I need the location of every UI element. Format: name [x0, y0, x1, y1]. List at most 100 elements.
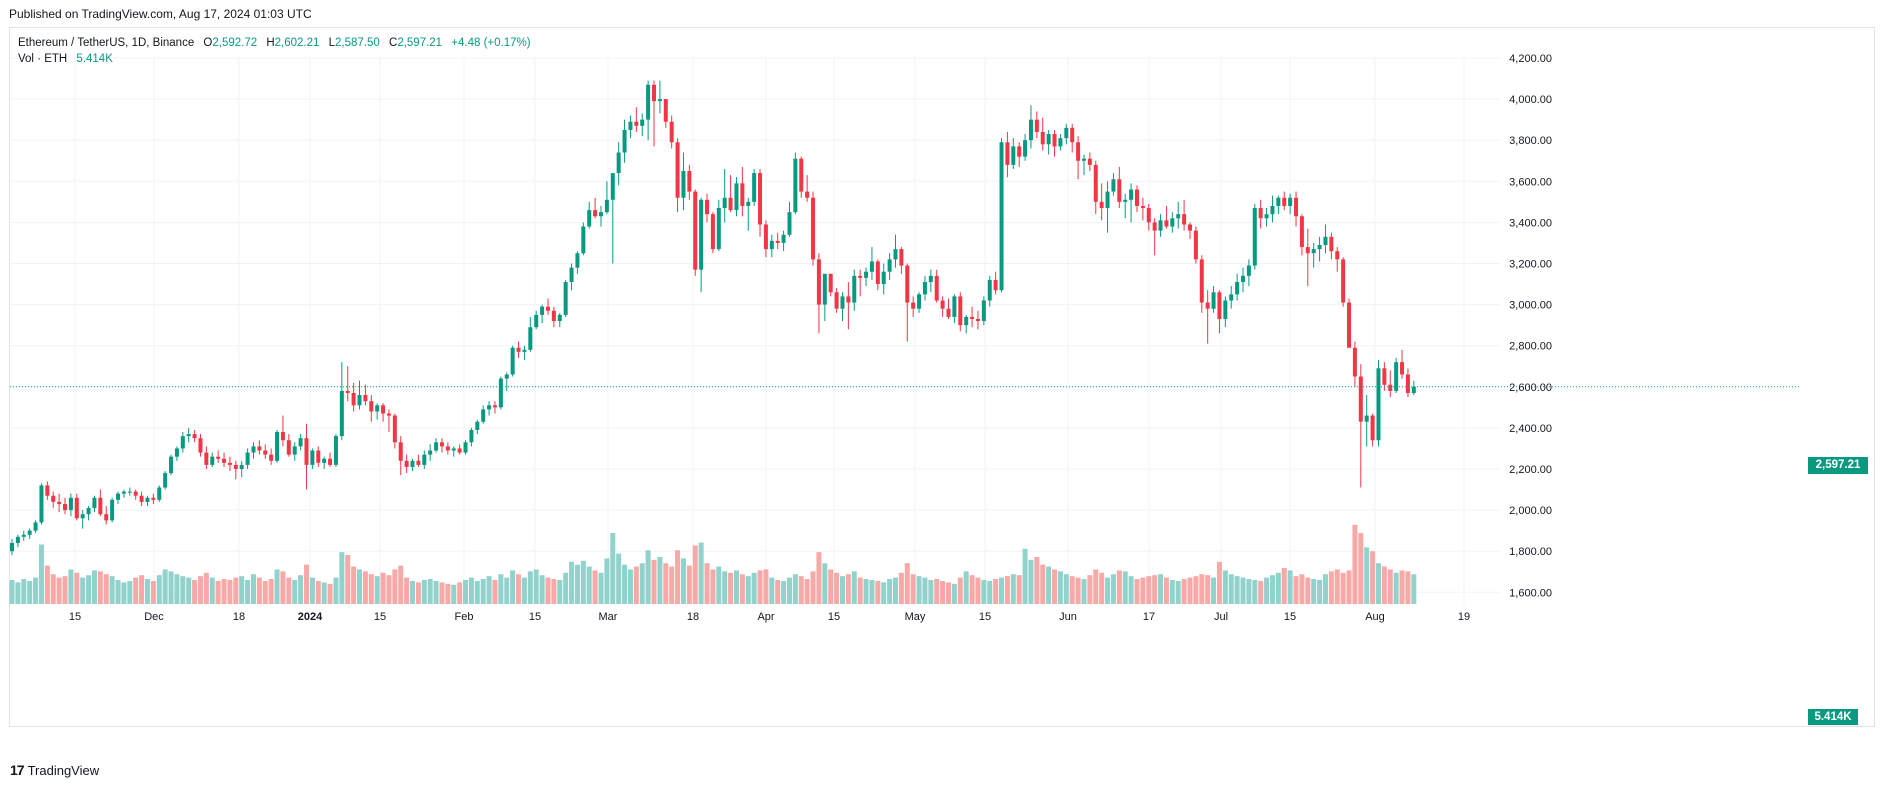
time-tick-label: 15 — [828, 611, 840, 623]
candle-body — [710, 214, 715, 250]
candle-body — [339, 390, 344, 437]
candle-body — [1170, 218, 1175, 227]
volume-bar — [692, 545, 698, 604]
volume-bar — [33, 577, 39, 604]
volume-bar — [304, 564, 309, 604]
candle-body — [657, 99, 662, 102]
volume-bar — [622, 564, 628, 604]
volume-bar — [1205, 575, 1211, 604]
volume-bar — [828, 569, 834, 604]
candle-body — [392, 415, 397, 443]
volume-bar — [822, 563, 828, 604]
volume-bar — [940, 580, 946, 604]
volume-bar — [239, 576, 245, 604]
candle-body — [622, 129, 627, 153]
candle-body — [345, 390, 350, 393]
volume-bar — [586, 566, 592, 604]
candle-body — [1117, 179, 1122, 202]
volume-bar — [893, 577, 898, 604]
candle-body — [1358, 376, 1363, 422]
candle-body — [39, 485, 44, 523]
volume-bar — [133, 577, 139, 604]
volume-bar — [834, 572, 840, 604]
volume-bar — [704, 563, 710, 604]
candle-body — [151, 497, 156, 500]
candle-body — [304, 438, 309, 465]
time-tick-label: 2024 — [298, 611, 323, 623]
candle-body — [1040, 131, 1045, 145]
candle-body — [875, 261, 880, 285]
volume-bar — [698, 542, 704, 604]
candle-body — [463, 442, 468, 453]
volume-bar — [1287, 570, 1293, 604]
candle-body — [381, 405, 386, 414]
candle-body — [498, 378, 503, 408]
price-tick-label: 4,200.00 — [1509, 53, 1552, 65]
volume-bar — [1093, 569, 1099, 604]
volume-bar — [569, 561, 575, 604]
low-label: L — [328, 37, 336, 49]
candle-body — [1246, 265, 1251, 276]
volume-bar — [857, 577, 863, 604]
candle-body — [298, 438, 303, 447]
volume-tag: 5.414K — [1808, 709, 1858, 725]
candle-body — [869, 261, 874, 272]
candle-body — [628, 121, 633, 130]
volume-bar — [722, 571, 728, 604]
volume-bar — [480, 579, 486, 604]
candle-body — [652, 84, 657, 102]
volume-bar — [268, 579, 274, 604]
volume-bar — [551, 579, 557, 604]
candle-body — [439, 442, 444, 447]
high-label: H — [266, 37, 275, 49]
candle-body — [1335, 251, 1340, 260]
chart-frame — [9, 27, 1875, 727]
candle-body — [964, 316, 969, 326]
volume-bar — [1293, 576, 1299, 604]
time-tick-label: Feb — [455, 611, 474, 623]
price-tick-label: 3,600.00 — [1509, 176, 1552, 188]
volume-bar — [192, 580, 198, 604]
volume-bar — [227, 580, 233, 604]
volume-bar — [1299, 574, 1305, 604]
volume-bar — [1317, 580, 1323, 604]
candle-body — [375, 405, 380, 412]
volume-bar — [274, 569, 280, 604]
volume-bar — [1169, 580, 1175, 604]
candle-body — [1288, 197, 1293, 206]
time-tick-label: 15 — [529, 611, 541, 623]
candle-body — [516, 347, 521, 352]
volume-bar — [763, 569, 769, 604]
candle-body — [1052, 134, 1057, 147]
candle-body — [1217, 292, 1222, 319]
volume-bar — [262, 580, 268, 604]
volume-bar — [345, 555, 351, 604]
candle-body — [121, 491, 126, 494]
candle-body — [722, 197, 727, 209]
candle-body — [1205, 302, 1210, 309]
volume-bar — [545, 577, 551, 604]
tradingview-logo[interactable]: 17 TradingView — [10, 762, 99, 778]
candle-body — [1017, 146, 1022, 157]
volume-bar — [309, 577, 315, 604]
candle-body — [139, 495, 144, 502]
time-tick-label: Jun — [1059, 611, 1077, 623]
volume-bar — [1311, 579, 1317, 604]
candle-body — [1070, 127, 1075, 143]
candle-body — [451, 448, 456, 451]
volume-bar — [1370, 551, 1376, 604]
volume-bar — [1016, 575, 1022, 604]
volume-bar — [663, 563, 669, 604]
time-tick-label: 17 — [1143, 611, 1155, 623]
candle-body — [333, 436, 338, 465]
candle-body — [492, 405, 497, 408]
volume-bar — [810, 571, 816, 604]
candle-body — [1282, 197, 1287, 206]
chart-legend: Ethereum / TetherUS, 1D, Binance O2,592.… — [18, 35, 531, 67]
candle-body — [1223, 300, 1228, 319]
open-label: O — [203, 37, 213, 49]
candle-body — [180, 436, 185, 449]
volume-bar — [398, 565, 404, 604]
volume-bar — [80, 577, 86, 604]
